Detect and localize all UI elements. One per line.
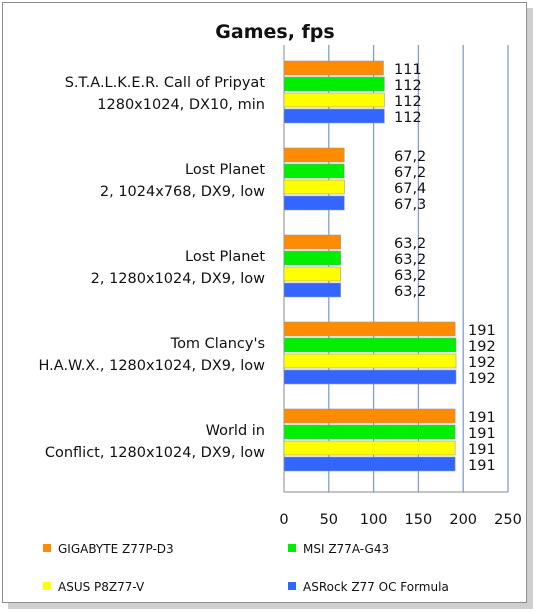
data-label: 67,2 bbox=[394, 165, 426, 181]
category-label: 2, 1024x768, DX9, low bbox=[100, 184, 265, 200]
x-tick-label: 100 bbox=[360, 512, 388, 528]
data-label: 111 bbox=[394, 62, 422, 78]
data-label: 63,2 bbox=[394, 284, 426, 300]
data-label: 67,3 bbox=[394, 197, 426, 213]
chart-title: Games, fps bbox=[215, 21, 334, 43]
data-label: 192 bbox=[468, 371, 496, 387]
bar bbox=[283, 337, 457, 353]
data-label: 192 bbox=[468, 339, 496, 355]
data-label: 191 bbox=[468, 426, 496, 442]
bar bbox=[283, 282, 341, 298]
x-tick-label: 250 bbox=[494, 512, 522, 528]
bar bbox=[283, 353, 457, 369]
legend-swatch bbox=[288, 582, 296, 590]
bar bbox=[283, 92, 385, 108]
category-label: Lost Planet bbox=[185, 249, 265, 265]
chart-frame bbox=[2, 2, 527, 603]
bar bbox=[283, 108, 385, 124]
x-tick-label: 0 bbox=[279, 512, 288, 528]
x-tick-label: 150 bbox=[405, 512, 433, 528]
legend-swatch bbox=[43, 582, 51, 590]
category-label: Lost Planet bbox=[185, 162, 265, 178]
bar bbox=[283, 321, 456, 337]
data-label: 192 bbox=[468, 355, 496, 371]
bar bbox=[283, 408, 456, 424]
data-label: 191 bbox=[468, 323, 496, 339]
category-label: S.T.A.L.K.E.R. Call of Pripyat bbox=[65, 75, 266, 91]
category-label: Conflict, 1280x1024, DX9, low bbox=[45, 445, 265, 461]
bar bbox=[283, 266, 341, 282]
bar bbox=[283, 60, 384, 76]
bar bbox=[283, 424, 456, 440]
legend-label: GIGABYTE Z77P-D3 bbox=[58, 542, 174, 556]
bar bbox=[283, 76, 385, 92]
data-label: 63,2 bbox=[394, 268, 426, 284]
data-label: 112 bbox=[394, 78, 422, 94]
data-label: 67,2 bbox=[394, 149, 426, 165]
bar bbox=[283, 179, 345, 195]
legend-label: ASUS P8Z77-V bbox=[58, 580, 145, 594]
x-tick-label: 50 bbox=[320, 512, 338, 528]
legend-label: ASRock Z77 OC Formula bbox=[303, 580, 449, 594]
data-label: 112 bbox=[394, 94, 422, 110]
bar bbox=[283, 369, 457, 385]
data-label: 191 bbox=[468, 410, 496, 426]
data-label: 191 bbox=[468, 458, 496, 474]
bar bbox=[283, 147, 345, 163]
category-label: H.A.W.X., 1280x1024, DX9, low bbox=[39, 358, 266, 374]
bar bbox=[283, 440, 456, 456]
bar bbox=[283, 250, 341, 266]
bar bbox=[283, 195, 345, 211]
data-label: 63,2 bbox=[394, 252, 426, 268]
bar bbox=[283, 163, 345, 179]
data-label: 67,4 bbox=[394, 181, 426, 197]
legend-label: MSI Z77A-G43 bbox=[303, 542, 389, 556]
x-tick-label: 200 bbox=[449, 512, 477, 528]
data-label: 63,2 bbox=[394, 236, 426, 252]
category-label: Tom Clancy's bbox=[170, 336, 265, 352]
data-label: 112 bbox=[394, 110, 422, 126]
legend-swatch bbox=[43, 544, 51, 552]
bar bbox=[283, 456, 456, 472]
legend-swatch bbox=[288, 544, 296, 552]
data-label: 191 bbox=[468, 442, 496, 458]
category-label: 1280x1024, DX10, min bbox=[97, 97, 265, 113]
category-label: World in bbox=[206, 423, 265, 439]
category-label: 2, 1280x1024, DX9, low bbox=[91, 271, 265, 287]
bar bbox=[283, 234, 341, 250]
